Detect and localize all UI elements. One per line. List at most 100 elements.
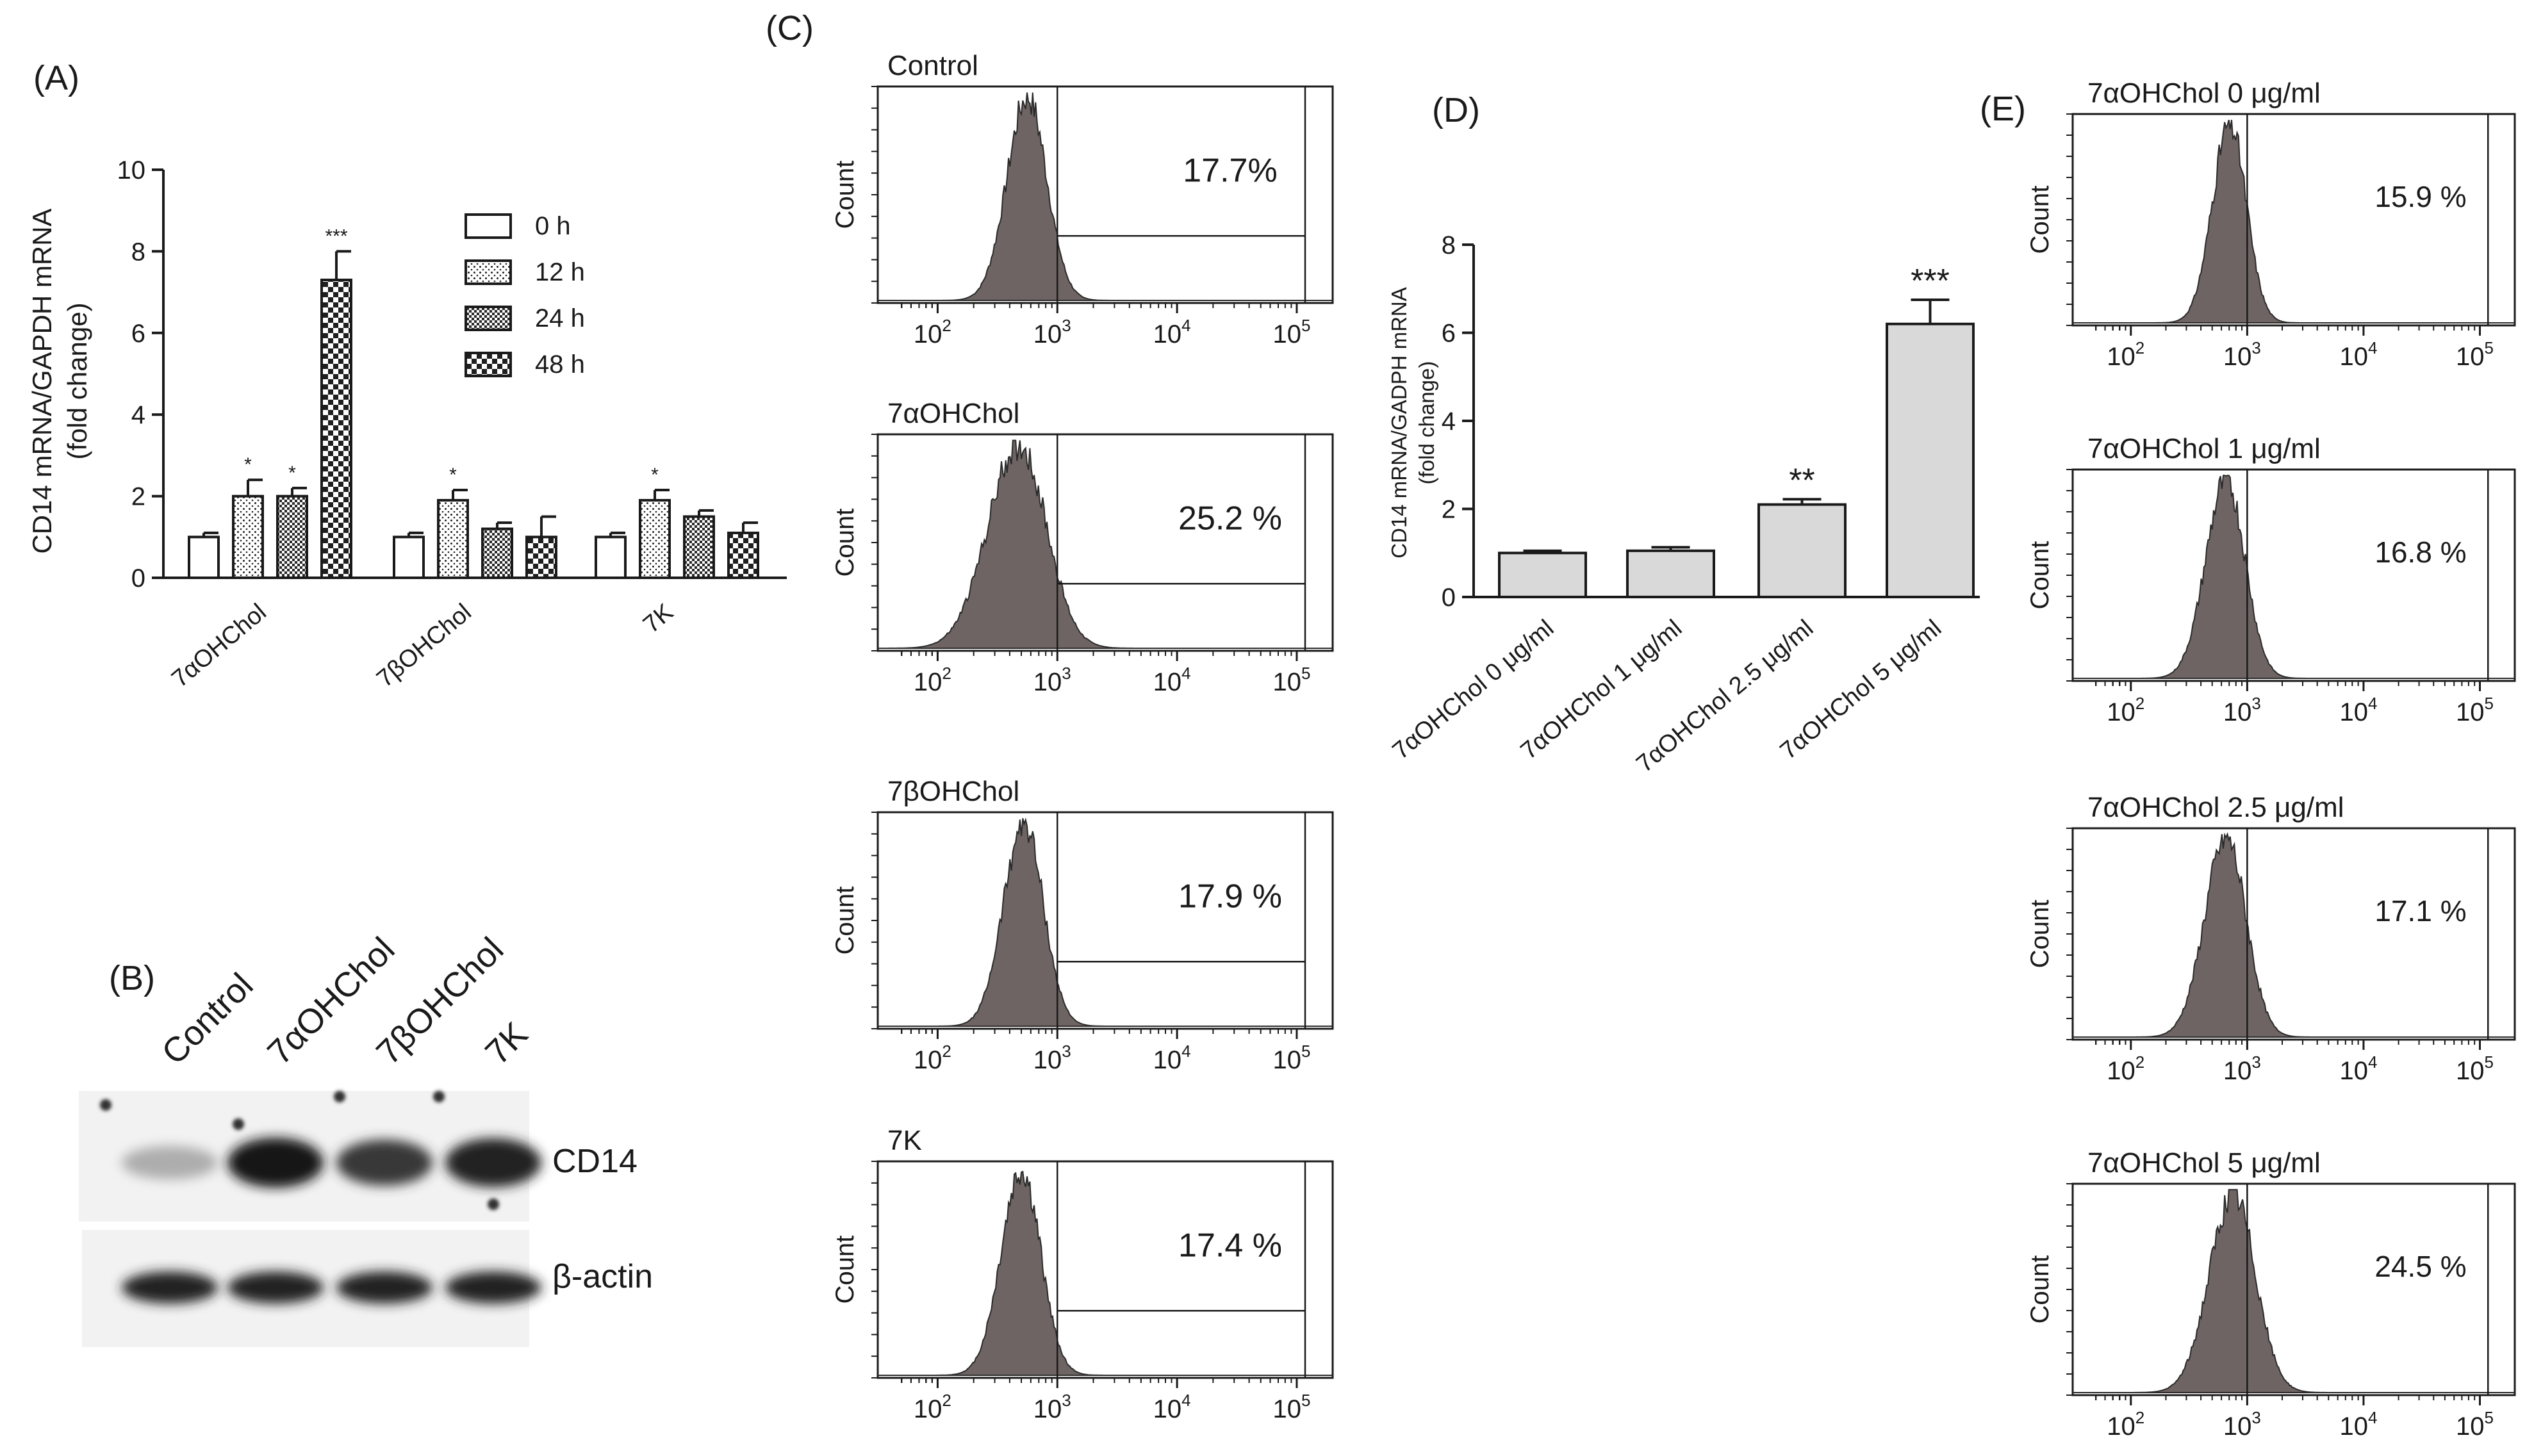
histogram-title: 7αOHChol bbox=[887, 398, 1019, 429]
blot-lane-label: 7K bbox=[478, 1015, 535, 1072]
blot-speck bbox=[100, 1099, 111, 1111]
histogram-distribution bbox=[2073, 832, 2515, 1038]
histogram-frame bbox=[876, 85, 1334, 304]
histogram-distribution bbox=[2073, 119, 2515, 323]
histogram-x-tick-label: 102 bbox=[914, 1042, 951, 1074]
panel-a-bar bbox=[232, 495, 264, 579]
histogram-distribution bbox=[878, 439, 1333, 649]
panel-a-legend-swatch bbox=[465, 213, 512, 239]
histogram-y-label: Count bbox=[831, 509, 859, 577]
panel-a-significance: * bbox=[244, 454, 252, 475]
blot-band bbox=[336, 1272, 432, 1304]
histogram-percent: 24.5 % bbox=[2374, 1250, 2466, 1283]
histogram-x-tick-label: 102 bbox=[2107, 1408, 2144, 1441]
panel-a-legend-swatch bbox=[465, 352, 512, 377]
histogram-x-tick-label: 105 bbox=[2456, 1052, 2494, 1085]
blot-speck bbox=[433, 1091, 445, 1102]
histogram-title: 7αOHChol 5 μg/ml bbox=[2087, 1147, 2321, 1179]
histogram-x-tick-label: 105 bbox=[1272, 1391, 1310, 1423]
panel-a-y-tick-label: 8 bbox=[131, 238, 145, 266]
histogram-x-tick-label: 105 bbox=[1272, 664, 1310, 696]
blot-band bbox=[227, 1272, 324, 1304]
histogram-distribution bbox=[878, 817, 1333, 1027]
panel-a-legend-label: 0 h bbox=[535, 212, 571, 240]
histogram-x-tick-label: 103 bbox=[2223, 1408, 2261, 1441]
histogram-frame bbox=[2071, 827, 2516, 1041]
histogram-x-tick-label: 103 bbox=[1033, 1391, 1071, 1423]
histogram-percent: 17.4 % bbox=[1178, 1227, 1282, 1264]
panel-a-bar bbox=[188, 536, 220, 579]
blot-speck bbox=[334, 1091, 345, 1102]
histogram-x-tick-label: 103 bbox=[2223, 338, 2261, 371]
histogram-x-tick-label: 103 bbox=[1033, 664, 1071, 696]
histogram-percent: 17.1 % bbox=[2374, 894, 2466, 928]
panel-a-significance: *** bbox=[325, 225, 347, 247]
histogram-frame bbox=[876, 811, 1334, 1030]
panel-a-y-tick-label: 0 bbox=[131, 564, 145, 593]
histogram-x-tick-label: 102 bbox=[2107, 694, 2144, 726]
panel-label-d: (D) bbox=[1432, 91, 1480, 129]
panel-a-y-tick-label: 2 bbox=[131, 483, 145, 511]
histogram-title: 7αOHChol 0 μg/ml bbox=[2087, 78, 2321, 109]
panel-a-significance: * bbox=[288, 462, 296, 484]
panel-d-bar bbox=[1757, 503, 1847, 598]
histogram-x-tick-label: 102 bbox=[914, 1391, 951, 1423]
panel-a-significance: * bbox=[651, 464, 659, 486]
panel-a-bar-chart: CD14 mRNA/GAPDH mRNA (fold change) 0 2 4 6 8… bbox=[27, 156, 787, 692]
histogram-title: 7βOHChol bbox=[887, 776, 1019, 807]
panel-d-y-axis-label-sub: (fold change) bbox=[1415, 361, 1438, 485]
panel-a-y-tick-label: 10 bbox=[117, 156, 146, 184]
panel-d-y-tick-label: 0 bbox=[1442, 584, 1456, 612]
panel-a-bar bbox=[437, 498, 469, 579]
histogram-title: Control bbox=[887, 50, 978, 81]
histogram-distribution bbox=[878, 92, 1333, 301]
panel-d-bar-chart: CD14 mRNA/GADPH mRNA (fold change) 0 2 4 6 8… bbox=[1387, 231, 1980, 778]
histogram-distribution bbox=[878, 1170, 1333, 1376]
blot-band bbox=[445, 1272, 541, 1304]
histogram-frame bbox=[2071, 113, 2516, 327]
panel-a-bar bbox=[727, 531, 759, 579]
histogram-x-tick-label: 102 bbox=[914, 664, 951, 696]
histogram-x-tick-label: 104 bbox=[2339, 1408, 2377, 1441]
histogram-x-tick-label: 105 bbox=[1272, 316, 1310, 348]
panel-label-c: (C) bbox=[766, 9, 814, 47]
histogram-distribution bbox=[2073, 475, 2515, 679]
histogram-y-label: Count bbox=[831, 887, 859, 955]
blot-band bbox=[227, 1138, 324, 1188]
histogram-x-tick-label: 103 bbox=[1033, 1042, 1071, 1074]
blot-speck bbox=[488, 1198, 499, 1210]
histogram-title: 7αOHChol 1 μg/ml bbox=[2087, 433, 2321, 464]
histogram-x-tick-label: 102 bbox=[914, 316, 951, 348]
histogram-y-label: Count bbox=[2026, 541, 2054, 610]
histogram-x-tick-label: 104 bbox=[1153, 1391, 1191, 1423]
blot-row-label-cd14: CD14 bbox=[552, 1143, 638, 1180]
panel-a-y-axis-label-sub: (fold change) bbox=[62, 302, 92, 459]
histogram-x-tick-label: 103 bbox=[1033, 316, 1071, 348]
panel-a-legend-swatch bbox=[465, 306, 512, 331]
panel-label-b: (B) bbox=[109, 959, 155, 997]
histogram-title: 7K bbox=[887, 1125, 922, 1156]
panel-a-y-axis-label: CD14 mRNA/GAPDH mRNA bbox=[27, 208, 57, 553]
histogram-x-tick-label: 105 bbox=[2456, 338, 2494, 371]
histogram-x-tick-label: 104 bbox=[1153, 664, 1191, 696]
histogram-x-tick-label: 104 bbox=[1153, 316, 1191, 348]
panel-d-bar bbox=[1886, 322, 1975, 598]
blot-row-label-actin: β-actin bbox=[552, 1258, 653, 1295]
panel-a-bar bbox=[481, 527, 513, 579]
panel-a-legend-label: 12 h bbox=[535, 258, 585, 286]
blot-band bbox=[445, 1138, 541, 1187]
panel-e-flow-histograms: 7αOHChol 0 μg/ml Count 102 103 104 105 15.9 % 7… bbox=[2026, 78, 2516, 1441]
histogram-frame bbox=[2071, 468, 2516, 682]
panel-a-bar bbox=[320, 278, 352, 579]
panel-a-bar bbox=[393, 536, 425, 579]
histogram-frame bbox=[876, 433, 1334, 652]
panel-a-bar bbox=[525, 536, 557, 579]
panel-d-y-tick-label: 6 bbox=[1442, 320, 1456, 348]
histogram-title: 7αOHChol 2.5 μg/ml bbox=[2087, 792, 2344, 823]
panel-d-y-tick-label: 4 bbox=[1442, 407, 1456, 436]
histogram-x-tick-label: 103 bbox=[2223, 1052, 2261, 1085]
panel-d-significance: ** bbox=[1789, 462, 1814, 499]
panel-d-y-tick-label: 8 bbox=[1442, 231, 1456, 259]
